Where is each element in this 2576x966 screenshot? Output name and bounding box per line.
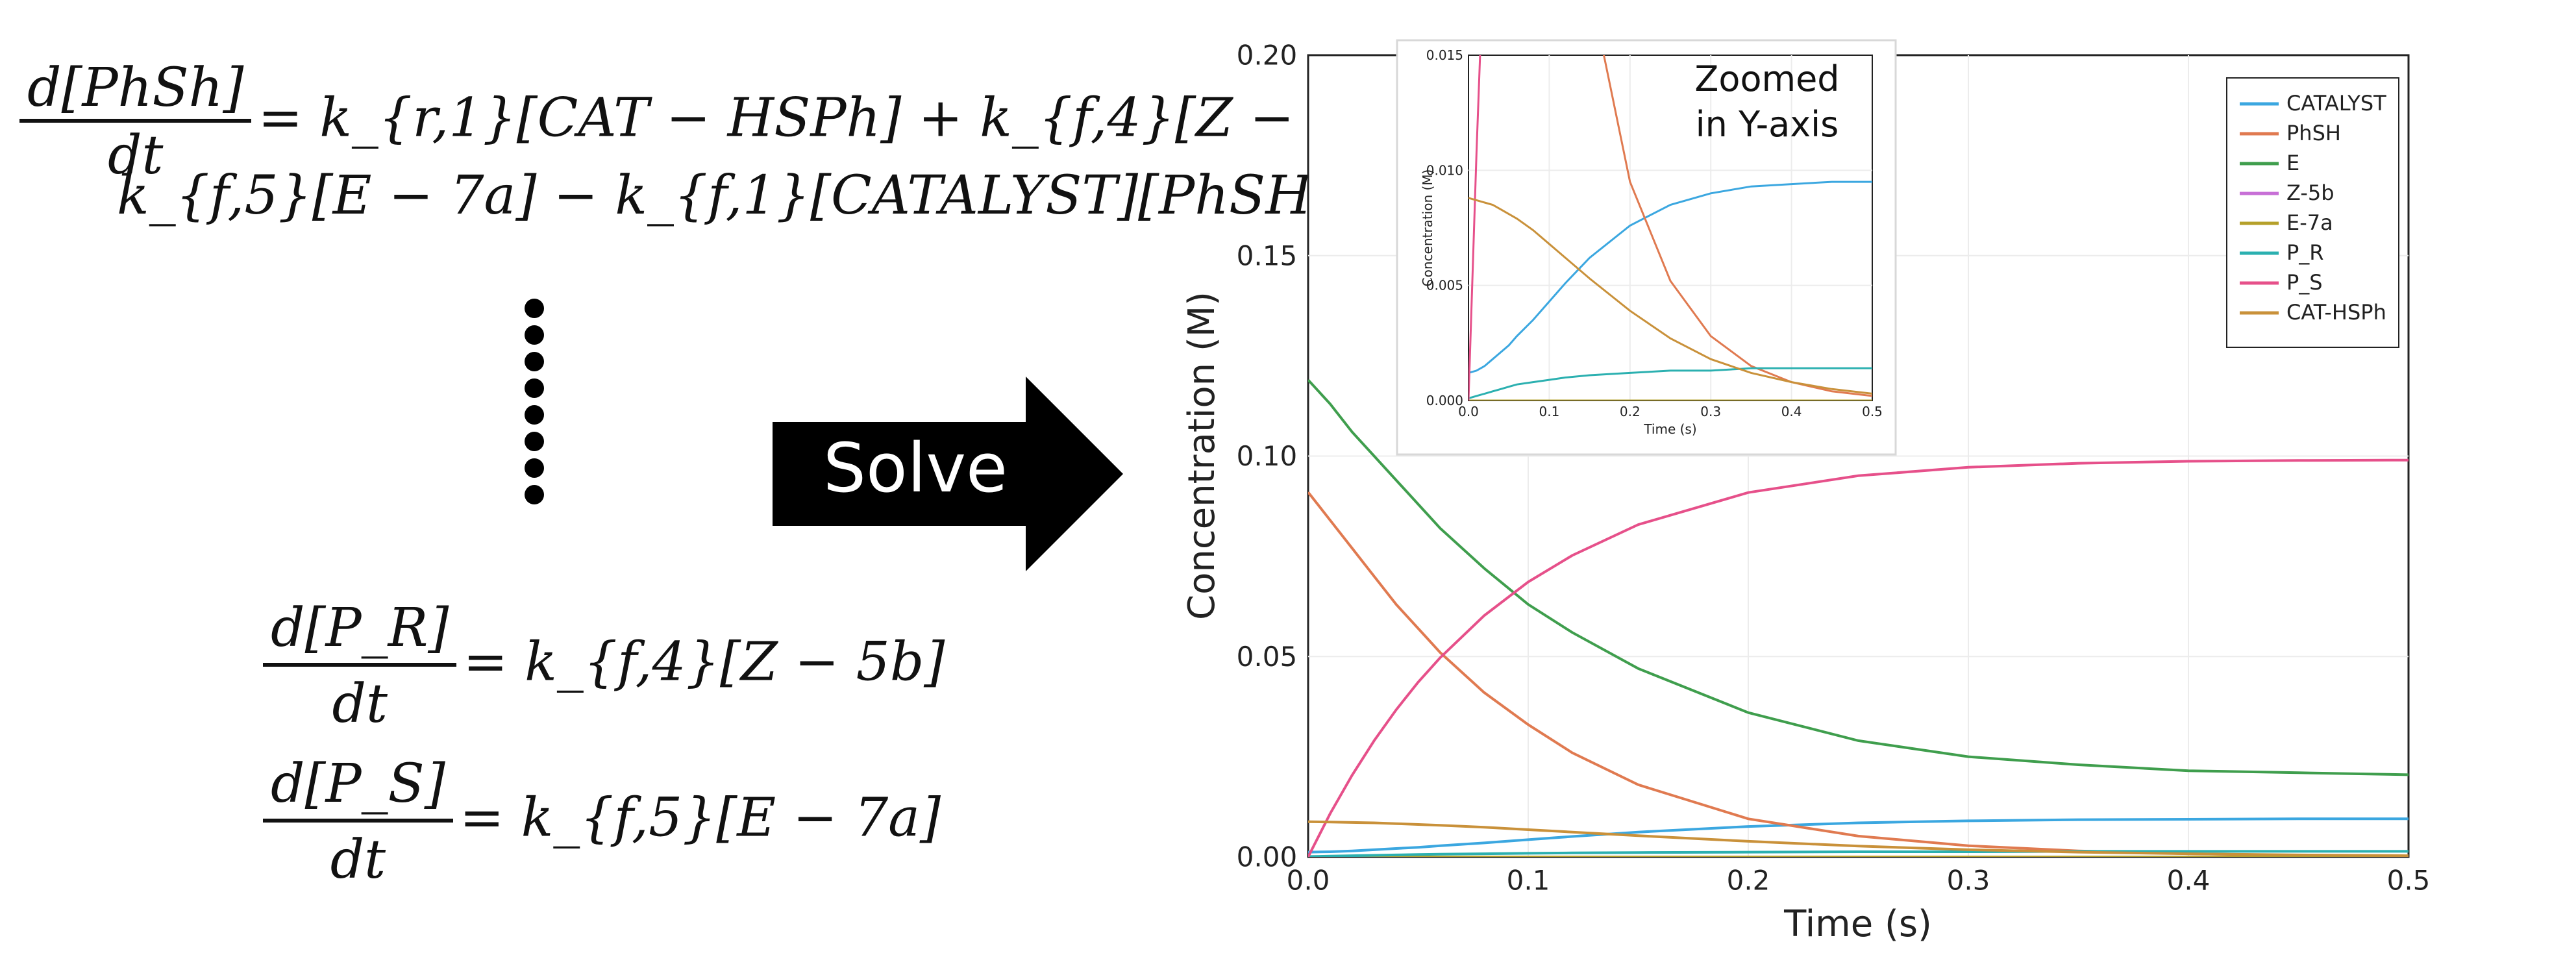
inset-note-line1: Zoomed: [1694, 58, 1839, 99]
fraction-denominator: dt: [19, 119, 252, 182]
fraction-denominator: dt: [263, 819, 453, 891]
main-x-tick-label: 0.3: [1947, 864, 1990, 896]
main-y-tick-label: 0.15: [1237, 240, 1298, 271]
equation-phsh: d[PhSh] dt = k_{r,1}[CAT − HSPh] + k_{f,…: [19, 62, 1461, 223]
equation-p-r: d[P_R] dt = k_{f,4}[Z − 5b]: [263, 597, 945, 735]
legend-entry: P_R: [2286, 240, 2324, 265]
inset-y-tick-label: 0.005: [1426, 278, 1463, 293]
main-x-tick-label: 0.5: [2387, 864, 2431, 896]
fraction-d-ps-dt: d[P_S] dt: [263, 753, 453, 891]
inset-x-tick-label: 0.4: [1781, 404, 1802, 419]
main-y-tick-label: 0.20: [1237, 40, 1298, 71]
equation-p-s: d[P_S] dt = k_{f,5}[E − 7a]: [263, 753, 941, 891]
inset-series-p-r: [1468, 367, 1872, 399]
concentration-chart: 0.0 0.1 0.2 0.3 0.4 0.5 0.00 0.05 0.10 0.15 0.20 T…: [1181, 39, 2431, 945]
inset-x-tick-label: 0.0: [1458, 404, 1479, 419]
equation-rhs-line2: k_{f,5}[E − 7a] − k_{f,1}[CATALYST][PhSH…: [117, 165, 1333, 227]
inset-x-tick-label: 0.2: [1620, 404, 1641, 419]
legend-entry: E: [2286, 151, 2299, 175]
main-y-tick-label: 0.00: [1237, 841, 1298, 873]
inset-x-tick-label: 0.5: [1862, 404, 1883, 419]
fraction-numerator: d[PhSh]: [27, 57, 244, 119]
legend-entry: CAT-HSPh: [2286, 300, 2386, 325]
equation-rhs: = k_{f,4}[Z − 5b]: [463, 631, 945, 693]
inset-x-tick-label: 0.1: [1539, 404, 1559, 419]
legend-entry: P_S: [2286, 270, 2323, 295]
inset-series-catalyst: [1468, 180, 1872, 374]
main-x-tick-label: 0.2: [1727, 864, 1770, 896]
inset-x-axis-label: Time (s): [1643, 421, 1696, 437]
equation-rhs-line1: = k_{r,1}[CAT − HSPh] + k_{f,4}[Z − 5b] …: [258, 87, 1462, 149]
inset-y-tick-label: 0.010: [1426, 162, 1463, 178]
legend-entry: E-7a: [2286, 210, 2333, 235]
fraction-numerator: d[P_R]: [271, 597, 449, 659]
fraction-d-phsh-dt: d[PhSh] dt: [19, 57, 252, 182]
solve-arrow-icon: [773, 377, 1123, 571]
legend-entry: PhSH: [2286, 121, 2341, 145]
legend-entry: CATALYST: [2286, 91, 2386, 116]
inset-y-axis-label: Concentration (M): [1420, 169, 1435, 287]
x-axis-label: Time (s): [1783, 903, 1932, 945]
fraction-d-pr-dt: d[P_R] dt: [263, 597, 457, 735]
main-y-tick-label: 0.10: [1237, 440, 1298, 472]
inset-note-line2: in Y-axis: [1696, 104, 1839, 145]
solve-label: Solve: [823, 428, 1008, 508]
legend-entry: Z-5b: [2286, 180, 2334, 205]
main-series-catalyst: [1308, 817, 2409, 854]
y-axis-label: Concentration (M): [1181, 291, 1223, 620]
main-x-tick-label: 0.1: [1507, 864, 1550, 896]
legend: CATALYST PhSH E Z-5b E-7a P_R P_S CAT-HSPh: [2226, 77, 2399, 348]
main-series-p-s: [1308, 458, 2409, 857]
main-x-tick-label: 0.4: [2167, 864, 2211, 896]
equation-rhs: = k_{f,5}[E − 7a]: [459, 787, 941, 849]
vertical-ellipsis: [525, 299, 544, 512]
inset-y-tick-label: 0.000: [1426, 393, 1463, 408]
inset-y-tick-label: 0.015: [1426, 47, 1463, 63]
inset-x-tick-label: 0.3: [1700, 404, 1721, 419]
inset-series-cat-hsph: [1468, 197, 1872, 395]
main-y-tick-label: 0.05: [1237, 641, 1298, 673]
zoomed-inset: 0.0 0.1 0.2 0.3 0.4 0.5 0.000 0.005 0.010 0.015 T…: [1396, 39, 1897, 456]
fraction-denominator: dt: [263, 663, 457, 735]
fraction-numerator: d[P_S]: [271, 753, 445, 815]
main-series-e: [1308, 378, 2409, 776]
main-x-tick-label: 0.0: [1287, 864, 1330, 896]
main-series-cat-hsph: [1308, 820, 2409, 857]
